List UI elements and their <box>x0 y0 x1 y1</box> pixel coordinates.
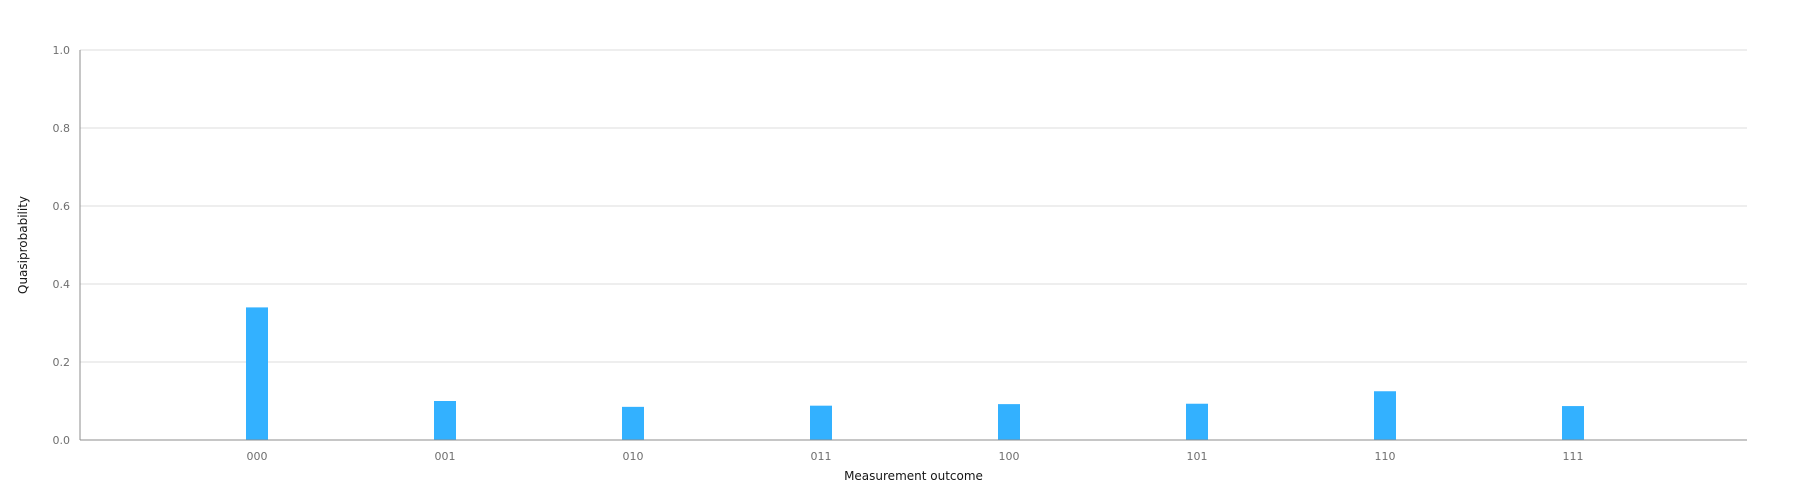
bar-010[interactable] <box>622 406 644 440</box>
bar-101[interactable] <box>1186 403 1208 440</box>
grid-lines <box>80 49 1747 363</box>
x-tick-label: 111 <box>1563 450 1584 463</box>
bars <box>246 307 1584 440</box>
x-tick-label: 001 <box>435 450 456 463</box>
y-tick-label: 0.8 <box>53 122 71 135</box>
bar-111[interactable] <box>1562 406 1584 440</box>
x-tick-label: 101 <box>1187 450 1208 463</box>
y-axis-title: Quasiprobability <box>16 196 30 294</box>
axes <box>79 50 1747 441</box>
bar-000[interactable] <box>246 307 268 440</box>
y-tick-label: 1.0 <box>53 44 71 57</box>
x-tick-label: 011 <box>811 450 832 463</box>
y-tick-label: 0.4 <box>53 278 71 291</box>
x-tick-label: 100 <box>999 450 1020 463</box>
bar-110[interactable] <box>1374 391 1396 440</box>
bar-001[interactable] <box>434 401 456 440</box>
bar-100[interactable] <box>998 404 1020 440</box>
x-tick-label: 000 <box>247 450 268 463</box>
x-tick-label: 010 <box>623 450 644 463</box>
y-tick-label: 0.2 <box>53 356 71 369</box>
x-tick-label: 110 <box>1375 450 1396 463</box>
y-tick-labels: 0.0 0.2 0.4 0.6 0.8 1.0 <box>53 44 71 447</box>
x-tick-labels: 000 001 010 011 100 101 110 111 <box>247 450 1584 463</box>
x-axis-title: Measurement outcome <box>844 469 983 483</box>
bar-011[interactable] <box>810 405 832 440</box>
y-tick-label: 0.0 <box>53 434 71 447</box>
y-tick-label: 0.6 <box>53 200 71 213</box>
